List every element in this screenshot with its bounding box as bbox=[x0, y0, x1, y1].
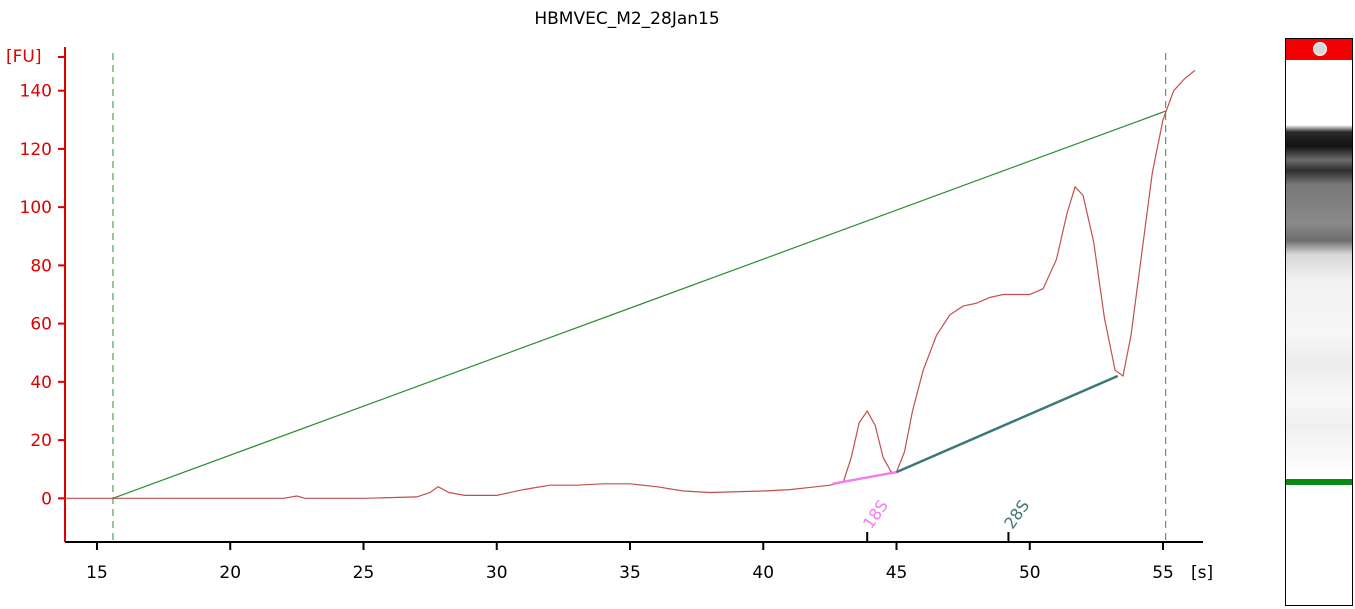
marker-label: 28S bbox=[1000, 496, 1033, 532]
chart-title: HBMVEC_M2_28Jan15 bbox=[534, 9, 719, 29]
x-tick-label: 35 bbox=[619, 563, 641, 583]
plot-area: 18S 28S bbox=[65, 53, 1196, 542]
x-tick-label: 20 bbox=[219, 563, 241, 583]
y-tick-label: 20 bbox=[30, 431, 52, 451]
y-axis-unit: [FU] bbox=[6, 47, 42, 67]
x-tick-label: 50 bbox=[1019, 563, 1041, 583]
gear-icon[interactable] bbox=[1313, 42, 1327, 56]
x-axis-unit: [s] bbox=[1191, 563, 1213, 583]
marker-label: 18S bbox=[859, 496, 892, 532]
y-tick-label: 40 bbox=[30, 373, 52, 393]
y-tick-label: 80 bbox=[30, 256, 52, 276]
x-tick-label: 25 bbox=[353, 563, 375, 583]
gel-bands bbox=[1286, 125, 1352, 475]
peak-baseline bbox=[896, 374, 1119, 474]
gel-lane bbox=[1285, 38, 1353, 606]
axes: 0 20 40 60 80 100 120 140 15 20 25 30 35 40 45 50 55 bbox=[20, 47, 1203, 583]
x-tick-label: 30 bbox=[486, 563, 508, 583]
y-tick-label: 100 bbox=[20, 198, 52, 218]
x-tick-label: 55 bbox=[1152, 563, 1174, 583]
peak-baseline bbox=[832, 470, 897, 486]
y-tick-label: 120 bbox=[20, 140, 52, 160]
y-tick-label: 60 bbox=[30, 315, 52, 335]
x-tick-label: 45 bbox=[886, 563, 908, 583]
gel-header bbox=[1286, 39, 1352, 60]
series-line bbox=[65, 69, 1196, 499]
x-tick-label: 40 bbox=[752, 563, 774, 583]
x-tick-label: 15 bbox=[86, 563, 108, 583]
series-line bbox=[112, 110, 1166, 499]
y-tick-label: 0 bbox=[41, 489, 52, 509]
gel-marker-band bbox=[1286, 479, 1352, 485]
y-tick-label: 140 bbox=[20, 82, 52, 102]
